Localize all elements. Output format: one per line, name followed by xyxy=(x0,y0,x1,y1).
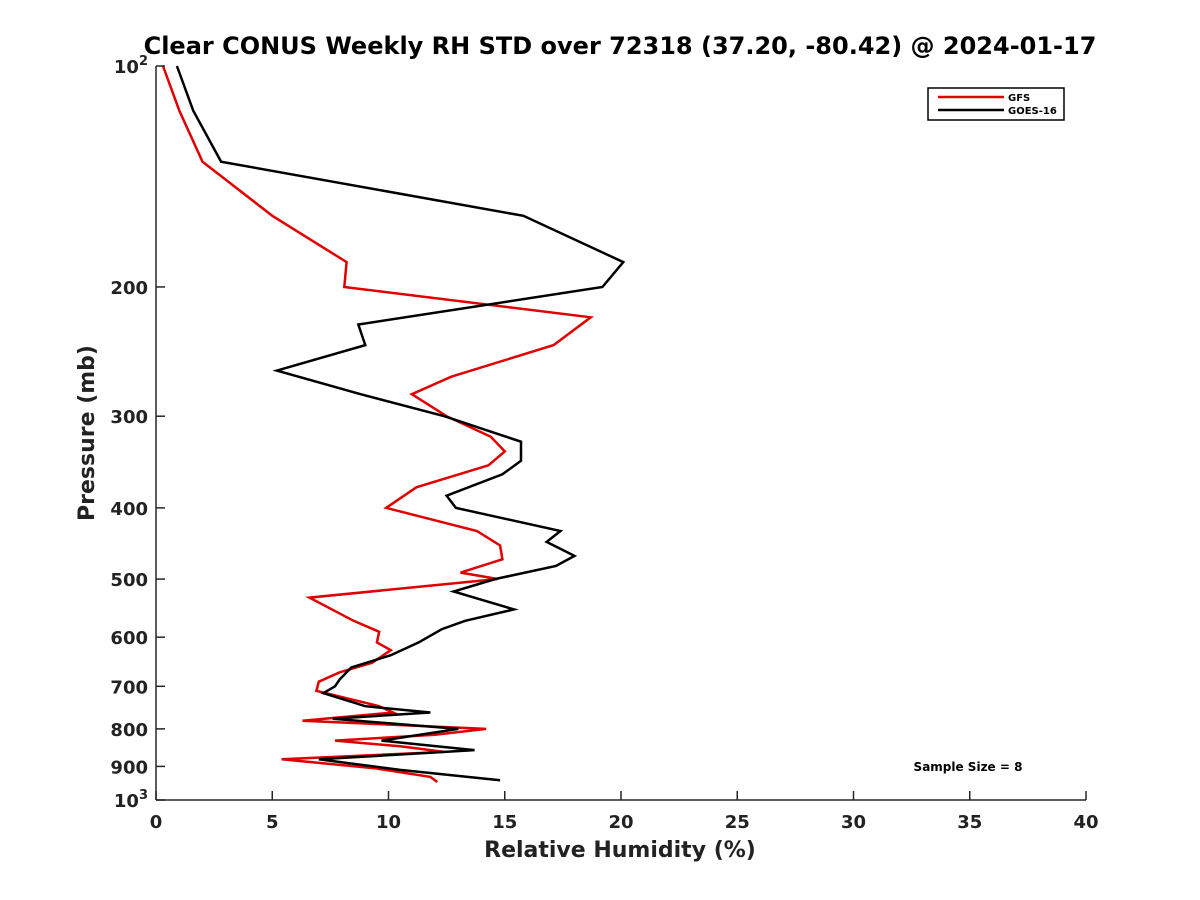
x-tick-label: 15 xyxy=(492,812,517,833)
y-tick-label: 900 xyxy=(110,757,148,778)
y-tick-label: 800 xyxy=(110,720,148,741)
x-tick-label: 35 xyxy=(957,812,982,833)
y-tick-label: 200 xyxy=(110,278,148,299)
x-tick-label: 10 xyxy=(376,812,401,833)
y-tick-label: 700 xyxy=(110,677,148,698)
sample-size-annotation: Sample Size = 8 xyxy=(914,760,1023,774)
x-tick-label: 0 xyxy=(150,812,163,833)
x-tick-label: 5 xyxy=(266,812,279,833)
x-tick-label: 30 xyxy=(841,812,866,833)
axes-layer: 0 5 10 15 20 25 30 35 40 102 200 300 400 500 600 700 800… xyxy=(110,54,1098,833)
legend-label-goes16: GOES-16 xyxy=(1008,106,1057,117)
legend: GFS GOES-16 xyxy=(927,87,1065,121)
legend-label-gfs: GFS xyxy=(1008,93,1030,104)
x-axis-label: Relative Humidity (%) xyxy=(484,838,756,863)
y-tick-label: 103 xyxy=(114,788,148,812)
y-tick-label: 500 xyxy=(110,570,148,591)
chart-title: Clear CONUS Weekly RH STD over 72318 (37… xyxy=(144,32,1097,60)
y-tick-label: 102 xyxy=(114,54,148,78)
x-tick-label: 20 xyxy=(608,812,633,833)
series-line-gfs xyxy=(161,65,595,784)
series-line-goes16 xyxy=(175,65,626,782)
x-tick-label: 25 xyxy=(725,812,750,833)
y-tick-label: 300 xyxy=(110,407,148,428)
x-tick-label: 40 xyxy=(1073,812,1098,833)
y-axis-label: Pressure (mb) xyxy=(75,345,100,521)
legend-box xyxy=(927,87,1065,121)
y-tick-label: 400 xyxy=(110,499,148,520)
series-layer xyxy=(161,65,626,784)
y-tick-label: 600 xyxy=(110,628,148,649)
